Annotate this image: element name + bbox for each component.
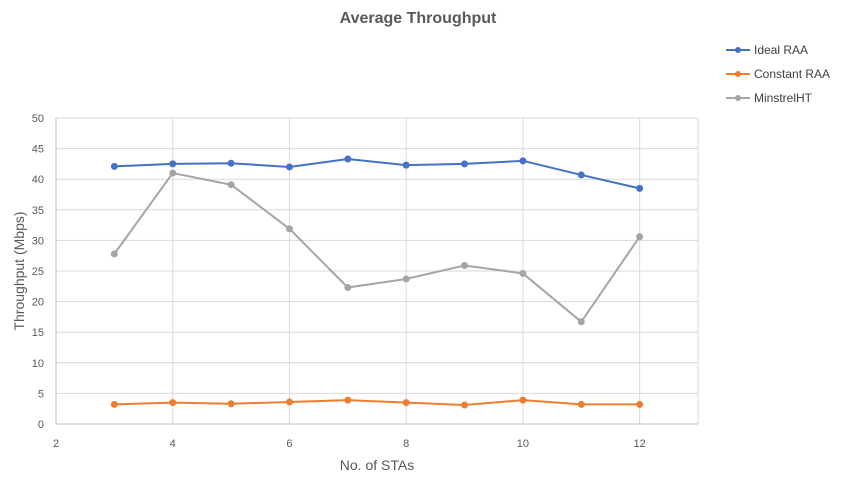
- data-point: [636, 184, 644, 192]
- series-line-ideal-raa: [114, 158, 640, 190]
- data-point: [169, 160, 177, 168]
- data-point: [285, 163, 293, 171]
- data-point: [227, 159, 235, 167]
- data-point: [344, 284, 352, 292]
- y-tick-label: 35: [32, 205, 44, 217]
- y-tick-label: 40: [32, 174, 44, 186]
- y-tick-label: 10: [32, 358, 44, 370]
- series-line-minstrelht: [113, 172, 641, 323]
- data-point: [110, 162, 118, 170]
- data-point: [110, 400, 118, 408]
- legend-label: Ideal RAA: [754, 43, 808, 57]
- data-point: [577, 400, 585, 408]
- data-point: [285, 398, 293, 406]
- chart-title: Average Throughput: [340, 10, 497, 27]
- y-tick-label: 30: [32, 235, 44, 247]
- y-axis-title: Throughput (Mbps): [11, 211, 27, 330]
- legend-item[interactable]: MinstrelHT: [726, 91, 813, 105]
- data-point: [461, 160, 469, 168]
- legend-item[interactable]: Ideal RAA: [726, 43, 808, 57]
- data-point: [636, 233, 644, 241]
- y-tick-label: 20: [32, 297, 44, 309]
- series-line-constant-raa: [114, 399, 640, 407]
- data-point: [227, 181, 235, 189]
- data-point: [519, 157, 527, 165]
- data-point: [461, 261, 469, 269]
- y-tick-label: 45: [32, 144, 44, 156]
- data-point: [169, 399, 177, 407]
- data-point: [519, 269, 527, 277]
- legend-label: Constant RAA: [754, 67, 830, 81]
- data-point: [461, 401, 469, 409]
- series-layer: [110, 155, 644, 409]
- x-tick-label: 2: [53, 438, 59, 450]
- data-point: [577, 318, 585, 326]
- data-point: [169, 169, 177, 177]
- y-tick-label: 50: [32, 113, 44, 125]
- y-tick-label: 15: [32, 327, 44, 339]
- x-tick-label: 12: [634, 438, 646, 450]
- data-point: [402, 275, 410, 283]
- legend-marker: [735, 47, 741, 53]
- data-point: [636, 400, 644, 408]
- legend-item[interactable]: Constant RAA: [726, 67, 830, 81]
- legend-marker: [735, 71, 741, 77]
- x-tick-label: 8: [403, 438, 409, 450]
- x-tick-label: 6: [286, 438, 292, 450]
- y-tick-label: 5: [38, 388, 44, 400]
- data-point: [577, 171, 585, 179]
- x-axis-title: No. of STAs: [340, 457, 414, 473]
- data-point: [519, 396, 527, 404]
- data-point: [227, 400, 235, 408]
- legend[interactable]: Ideal RAA Constant RAA MinstrelHT: [726, 43, 830, 105]
- data-point: [285, 225, 293, 233]
- data-point: [402, 399, 410, 407]
- y-tick-label: 25: [32, 266, 44, 278]
- legend-marker: [735, 95, 741, 101]
- data-point: [344, 396, 352, 404]
- x-tick-label: 10: [517, 438, 529, 450]
- data-point: [402, 161, 410, 169]
- x-tick-label: 4: [170, 438, 176, 450]
- legend-label: MinstrelHT: [754, 91, 813, 105]
- data-point: [344, 155, 352, 163]
- y-tick-label: 0: [38, 419, 44, 431]
- data-point: [110, 250, 118, 258]
- axes: 0 5 10 15 20 25 30 35 40 45 50 2 4 6 8 10 12: [32, 113, 698, 450]
